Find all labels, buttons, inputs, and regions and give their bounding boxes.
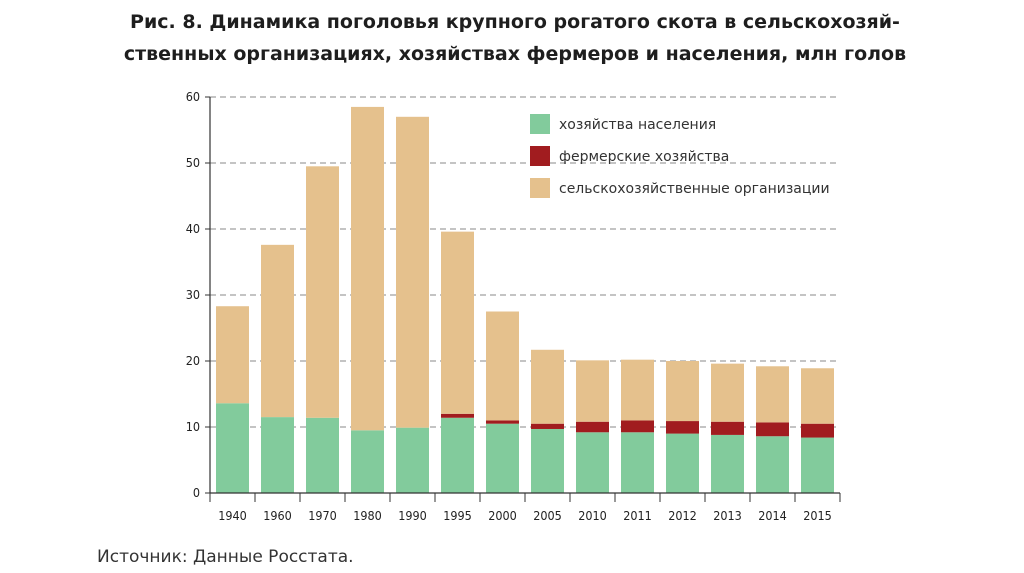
bar-segment-population (621, 432, 654, 493)
x-tick-label: 1960 (263, 508, 292, 523)
bar-segment-population (306, 417, 339, 493)
y-tick-label: 40 (186, 221, 200, 236)
bar-segment-farmers (486, 420, 519, 424)
bar-segment-population (576, 432, 609, 493)
x-tick-label: 1940 (218, 508, 247, 523)
x-tick-label: 2013 (713, 508, 742, 523)
bar-segment-farmers (756, 422, 789, 437)
bar-segment-agri-orgs (216, 306, 249, 404)
x-tick-label: 1980 (353, 508, 382, 523)
bar-segment-farmers (801, 423, 834, 438)
bar-segment-farmers (576, 421, 609, 433)
bar-segment-population (396, 427, 429, 493)
bar-segment-population (441, 417, 474, 493)
bar-segment-population (711, 434, 744, 493)
bar-segment-population (801, 437, 834, 493)
legend-swatch (530, 178, 550, 198)
source-note: Источник: Данные Росстата. (97, 547, 354, 567)
bar-segment-agri-orgs (621, 359, 654, 421)
y-tick-label: 0 (193, 485, 200, 500)
bar-segment-population (486, 423, 519, 493)
bar-segment-population (756, 436, 789, 493)
legend-label: фермерские хозяйства (559, 149, 729, 165)
bar-segment-population (351, 430, 384, 493)
bar-segment-population (531, 428, 564, 493)
bar-segment-agri-orgs (351, 106, 384, 431)
legend-swatch (530, 146, 550, 166)
bar-segment-farmers (531, 423, 564, 429)
bar-segment-population (261, 417, 294, 493)
bar-segment-population (216, 403, 249, 493)
bar-segment-agri-orgs (711, 363, 744, 422)
chart-title-line-2: ственных организациях, хозяйствах фермер… (123, 43, 907, 65)
x-tick-label: 2000 (488, 508, 517, 523)
x-tick-label: 2015 (803, 508, 832, 523)
chart-title: Рис. 8. Динамика поголовья крупного рога… (110, 6, 920, 70)
bar-segment-agri-orgs (486, 311, 519, 421)
x-tick-label: 2012 (668, 508, 697, 523)
bar-segment-agri-orgs (756, 366, 789, 423)
bar-segment-agri-orgs (396, 116, 429, 428)
bar-segment-population (666, 433, 699, 493)
bar-segment-farmers (621, 420, 654, 433)
y-tick-label: 50 (186, 155, 200, 170)
y-tick-label: 60 (186, 89, 200, 104)
bar-segment-farmers (666, 421, 699, 434)
legend-label: хозяйства населения (559, 117, 716, 133)
chart-title-line-1: Рис. 8. Динамика поголовья крупного рога… (130, 11, 900, 33)
legend-label: сельскохозяйственные организации (559, 181, 830, 197)
y-tick-label: 30 (186, 287, 200, 302)
x-tick-label: 2005 (533, 508, 562, 523)
bar-segment-agri-orgs (441, 231, 474, 414)
bar-segment-agri-orgs (576, 360, 609, 422)
y-tick-label: 10 (186, 419, 200, 434)
bar-segment-agri-orgs (306, 166, 339, 418)
bar-segment-farmers (711, 421, 744, 435)
bar-segment-agri-orgs (531, 349, 564, 424)
x-tick-label: 1990 (398, 508, 427, 523)
bar-segment-farmers (441, 413, 474, 418)
x-tick-label: 2011 (623, 508, 652, 523)
legend-swatch (530, 114, 550, 134)
x-tick-label: 2014 (758, 508, 787, 523)
x-tick-label: 2010 (578, 508, 607, 523)
bar-segment-agri-orgs (666, 361, 699, 422)
bar-segment-agri-orgs (261, 244, 294, 418)
x-tick-label: 1995 (443, 508, 472, 523)
x-tick-label: 1970 (308, 508, 337, 523)
bar-segment-agri-orgs (801, 368, 834, 424)
y-tick-label: 20 (186, 353, 200, 368)
